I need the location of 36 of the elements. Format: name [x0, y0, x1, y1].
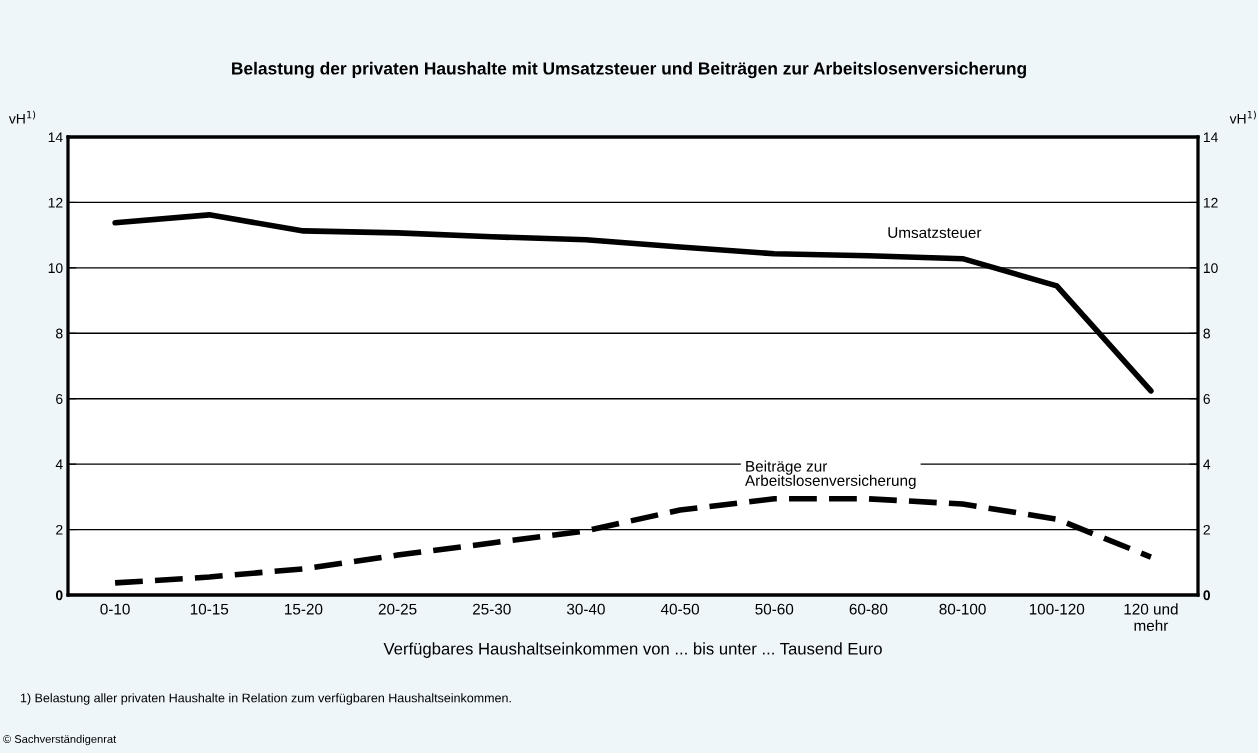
y-tick-label: 6	[56, 394, 63, 404]
x-tick-label: 80-100	[939, 603, 986, 615]
y2-tick-label: 6	[1203, 394, 1210, 404]
x-tick-label: 50-60	[755, 603, 794, 615]
y2-tick-label: 14	[1203, 132, 1218, 143]
y-tick-label: 2	[56, 524, 63, 535]
y-tick-label: 0	[55, 590, 63, 601]
y-tick-label: 8	[56, 328, 63, 339]
x-tick-label: 120 und mehr	[1124, 603, 1178, 632]
series-label: Umsatzsteuer	[888, 227, 982, 239]
y-tick-label: 14	[48, 132, 63, 143]
x-tick-label: 25-30	[472, 603, 511, 615]
x-tick-label: 0-10	[100, 603, 130, 615]
y-tick-label: 12	[48, 197, 63, 208]
x-tick-label: 15-20	[285, 603, 323, 615]
chart-title: Belastung der privaten Haushalte mit Umsatzsteuer und Beiträgen zur Arbeitslosenversicherung	[232, 61, 1026, 79]
y-axis-title: vH$^{1)}$	[8, 110, 36, 124]
y2-tick-label: 8	[1203, 328, 1210, 339]
y2-tick-label: 4	[1203, 459, 1211, 470]
y2-tick-label: 10	[1203, 263, 1218, 274]
series-label: Beiträge zur Arbeitslosenversicherung	[745, 460, 916, 490]
x-tick-label: 100-120	[1029, 603, 1085, 615]
x-axis-title: Verfügbares Haushaltseinkommen von ... bis unter ... Tausend Euro	[383, 642, 882, 658]
x-tick-label: 20-25	[378, 603, 417, 615]
x-tick-label: 60-80	[849, 603, 888, 615]
y2-axis-title: vH$^{1)}$	[1229, 110, 1256, 124]
y2-tick-label: 0	[1203, 590, 1211, 601]
y-tick-label: 4	[55, 459, 63, 470]
x-tick-label: 30-40	[566, 603, 605, 615]
y-tick-label: 10	[48, 263, 63, 274]
y2-tick-label: 2	[1203, 524, 1210, 535]
x-tick-label: 40-50	[660, 603, 700, 615]
text: 1) Belastung aller privaten Haushalte in Relation zum verfügbaren Haushaltseinkommen.	[20, 693, 511, 705]
x-tick-label: 10-15	[190, 603, 229, 615]
text: © Sachverständigenrat	[3, 734, 117, 746]
y2-tick-label: 12	[1203, 197, 1218, 208]
